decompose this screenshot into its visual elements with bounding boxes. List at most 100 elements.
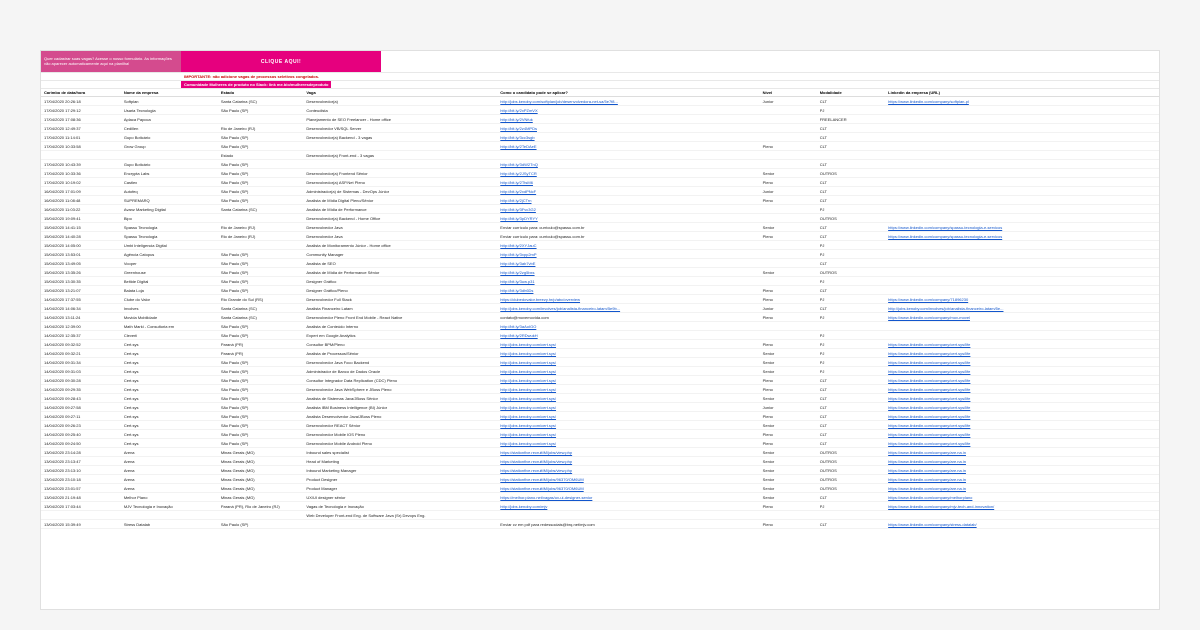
- cell-apply[interactable]: http://jobs.kenoby.com/cert.sys/: [497, 349, 759, 358]
- cell-apply[interactable]: http://jobs.kenoby.com/cert.sys/: [497, 367, 759, 376]
- cell-linkedin[interactable]: https://www.linkedin.com/company/are.na.…: [885, 466, 1159, 475]
- table-row[interactable]: 17/04/2020 11:14:01Gupo BoticárioSão Pau…: [41, 133, 1159, 142]
- cell-apply[interactable]: http://jobs.kenoby.com/cert.sys/: [497, 340, 759, 349]
- table-row[interactable]: 15/04/2020 13:30:35Beltide DigitalSão Pa…: [41, 277, 1159, 286]
- cell-apply[interactable]: http://jobs.kenoby.com/softplan/job/dese…: [497, 97, 759, 106]
- table-row[interactable]: 15/04/2020 13:35:26GreenhouseSão Paulo (…: [41, 268, 1159, 277]
- cell-linkedin[interactable]: https://www.linkedin.com/company/cert.sy…: [885, 403, 1159, 412]
- cell-linkedin[interactable]: https://www.linkedin.com/company/spassu-…: [885, 232, 1159, 241]
- table-row[interactable]: 14/04/2020 14:06:34InvolvesSanta Catarin…: [41, 304, 1159, 313]
- cell-apply[interactable]: http://bit.ly/2JSyTCR: [497, 169, 759, 178]
- table-row[interactable]: 14/04/2020 09:31:03Cert.sysSão Paulo (SP…: [41, 367, 1159, 376]
- banner-cta-button[interactable]: CLIQUE AQUI!: [181, 51, 381, 72]
- cell-linkedin[interactable]: https://www.linkedin.com/company/are.na.…: [885, 484, 1159, 493]
- table-row[interactable]: EstadoDesenvolvedor(a) Front-end - 3 vag…: [41, 151, 1159, 160]
- cell-apply[interactable]: http://jobs.kenoby.com/mjv: [497, 502, 759, 511]
- cell-linkedin[interactable]: https://www.linkedin.com/company/softpla…: [885, 97, 1159, 106]
- table-row[interactable]: 13/04/2020 21:19:48Melhor PlanoMinas Ger…: [41, 493, 1159, 502]
- table-row[interactable]: 16/04/2020 11:08:48SUPREMARQSão Paulo (S…: [41, 196, 1159, 205]
- cell-apply[interactable]: http://bit.ly/2TeDAeE: [497, 142, 759, 151]
- col-modality[interactable]: Modalidade: [817, 89, 885, 97]
- cell-apply[interactable]: http://jobs.kenoby.com/cert.sys/: [497, 403, 759, 412]
- table-row[interactable]: 15/04/2020 13:49:05VooperSão Paulo (SP)A…: [41, 259, 1159, 268]
- cell-linkedin[interactable]: https://www.linkedin.com/company/melhorp…: [885, 493, 1159, 502]
- table-row[interactable]: 15/04/2020 14:40:28Spassu TecnologiaRio …: [41, 232, 1159, 241]
- cell-apply[interactable]: http://jobs.kenoby.com/cert.sys/: [497, 421, 759, 430]
- cell-apply[interactable]: http://jobs.kenoby.com/cert.sys/: [497, 412, 759, 421]
- cell-apply[interactable]: http://bit.ly/2xdPNcF: [497, 187, 759, 196]
- table-row[interactable]: 13/04/2020 23:10:18ArenaMinas Gerais (MG…: [41, 475, 1159, 484]
- table-row[interactable]: 14/04/2020 09:30:28Cert.sysSão Paulo (SP…: [41, 376, 1159, 385]
- table-row[interactable]: 17/04/2020 10:33:36Encrypta LabsSão Paul…: [41, 169, 1159, 178]
- cell-linkedin[interactable]: https://www.linkedin.com/company/cert.sy…: [885, 421, 1159, 430]
- cell-apply[interactable]: http://bit.ly/2XYJauC: [497, 241, 759, 250]
- cell-apply[interactable]: http://bit.ly/2TtsM6: [497, 178, 759, 187]
- table-row[interactable]: Web Developer Front-end Eng. de Software…: [41, 511, 1159, 520]
- cell-linkedin[interactable]: https://www.linkedin.com/company/cert.sy…: [885, 394, 1159, 403]
- cell-apply[interactable]: https://stationfive.recruitIM/jobs/view.…: [497, 466, 759, 475]
- cell-apply[interactable]: http://bit.ly/2zg5bxs: [497, 268, 759, 277]
- table-row[interactable]: 14/04/2020 09:26:23Cert.sysSão Paulo (SP…: [41, 421, 1159, 430]
- table-row[interactable]: 14/04/2020 17:37:55Clube do ValorRio Gra…: [41, 295, 1159, 304]
- cell-apply[interactable]: https://stationfive.recruitIM/jobs/view.…: [497, 457, 759, 466]
- cell-apply[interactable]: http://bit.ly/2RDwukH: [497, 331, 759, 340]
- col-level[interactable]: Nível: [760, 89, 817, 97]
- table-row[interactable]: 13/04/2020 23:14:28ArenaMinas Gerais (MG…: [41, 448, 1159, 457]
- table-row[interactable]: 14/04/2020 13:11:24Movida MobilidadeSant…: [41, 313, 1159, 322]
- table-row[interactable]: 17/04/2020 20:26:18SoftplanSanta Catarin…: [41, 97, 1159, 106]
- table-row[interactable]: 15/04/2020 13:21:07Balata LojaSão Paulo …: [41, 286, 1159, 295]
- cell-apply[interactable]: http://jobs.kenoby.com/cert.sys/: [497, 385, 759, 394]
- table-row[interactable]: 14/04/2020 09:31:34Cert.sysSão Paulo (SP…: [41, 358, 1159, 367]
- cell-apply[interactable]: http://bit.ly/3dh6Ds: [497, 286, 759, 295]
- table-row[interactable]: 14/04/2020 12:39:00Math Marki - Consulto…: [41, 322, 1159, 331]
- table-row[interactable]: 16/04/2020 11:03:22Avanz Marketing Digit…: [41, 205, 1159, 214]
- cell-linkedin[interactable]: https://www.linkedin.com/company/spassu-…: [885, 223, 1159, 232]
- table-row[interactable]: 14/04/2020 09:32:52Cert.sysParaná (PR)Co…: [41, 340, 1159, 349]
- table-row[interactable]: 15/04/2020 14:05:00Umbi Inteligencia Dig…: [41, 241, 1159, 250]
- cell-linkedin[interactable]: https://www.linkedin.com/company/are.na.…: [885, 457, 1159, 466]
- cell-linkedin[interactable]: https://www.linkedin.com/company/cert.sy…: [885, 340, 1159, 349]
- cell-apply[interactable]: http://bit.ly/3uw.p31: [497, 277, 759, 286]
- cell-linkedin[interactable]: https://www.linkedin.com/company/cert.sy…: [885, 358, 1159, 367]
- cell-apply[interactable]: http://bit.ly/3pDYRYY: [497, 214, 759, 223]
- table-row[interactable]: 17/04/2020 10:33:58Grow GroupSão Paulo (…: [41, 142, 1159, 151]
- cell-apply[interactable]: http://bit.ly/3xpp2mP: [497, 250, 759, 259]
- table-row[interactable]: 15/04/2020 14:41:15Spassu TecnologiaRio …: [41, 223, 1159, 232]
- cell-apply[interactable]: http://bit.ly/2VNfuk: [497, 115, 759, 124]
- cell-apply[interactable]: http://jobs.kenoby.com/cert.sys/: [497, 394, 759, 403]
- table-row[interactable]: 15/04/2020 19:09:41BipoDesenvolvedor(a) …: [41, 214, 1159, 223]
- col-role[interactable]: Vaga: [303, 89, 497, 97]
- cell-linkedin[interactable]: https://www.linkedin.com/company/cert.sy…: [885, 349, 1159, 358]
- table-row[interactable]: 13/04/2020 23:13:10ArenaMinas Gerais (MG…: [41, 466, 1159, 475]
- table-row[interactable]: 17/04/2020 17:29:12Usaria TecnologiaSão …: [41, 106, 1159, 115]
- table-row[interactable]: 13/04/2020 23:01:57ArenaMinas Gerais (MG…: [41, 484, 1159, 493]
- table-row[interactable]: 15/04/2020 13:53:01Agência CatopusSão Pa…: [41, 250, 1159, 259]
- community-text[interactable]: Comunidade Mulheres de produto no Slack:…: [181, 81, 331, 88]
- cell-linkedin[interactable]: https://www.linkedin.com/company/cert.sy…: [885, 430, 1159, 439]
- table-row[interactable]: 13/04/2020 15:39:49Stress DatalabSão Pau…: [41, 520, 1159, 529]
- cell-apply[interactable]: http://bit.ly/2z4MPDs: [497, 124, 759, 133]
- table-row[interactable]: 17/04/2020 17:08:36Aplaca PapocaPlanejam…: [41, 115, 1159, 124]
- cell-linkedin[interactable]: https://www.linkedin.com/company/cert.sy…: [885, 439, 1159, 448]
- cell-apply[interactable]: https://stationfive.recruitIM/jobs/96370…: [497, 475, 759, 484]
- cell-linkedin[interactable]: https://www.linkedin.com/company/cert.sy…: [885, 385, 1159, 394]
- cell-linkedin[interactable]: https://www.linkedin.com/company/stress-…: [885, 520, 1159, 529]
- table-row[interactable]: 17/04/2020 10:19:02CastlexSão Paulo (SP)…: [41, 178, 1159, 187]
- cell-apply[interactable]: http://jobs.kenoby.com/cert.sys/: [497, 430, 759, 439]
- cell-apply[interactable]: http://bit.ly/3Fvc3G2: [497, 205, 759, 214]
- cell-apply[interactable]: http://bit.ly/2jCTrn: [497, 196, 759, 205]
- col-company[interactable]: Nome da empresa: [121, 89, 218, 97]
- cell-apply[interactable]: http://bit.ly/2xPZmVX: [497, 106, 759, 115]
- cell-linkedin[interactable]: https://www.linkedin.com/company/cert.sy…: [885, 367, 1159, 376]
- table-row[interactable]: 14/04/2020 09:28:43Cert.sysSão Paulo (SP…: [41, 394, 1159, 403]
- cell-linkedin[interactable]: https://www.linkedin.com/company/are.na.…: [885, 448, 1159, 457]
- cell-linkedin[interactable]: https://www.linkedin.com/company/cert.sy…: [885, 376, 1159, 385]
- table-row[interactable]: 17/04/2020 10:43:39Gupo BoticárioSão Pau…: [41, 160, 1159, 169]
- cell-apply[interactable]: http://jobs.kenoby.com/cert.sys/: [497, 358, 759, 367]
- cell-apply[interactable]: https://stationfive.recruitIM/jobs/view.…: [497, 448, 759, 457]
- cell-apply[interactable]: http://bit.ly/3cc3sgb: [497, 133, 759, 142]
- cell-linkedin[interactable]: https://www.linkedin.com/company/mov-mov…: [885, 313, 1159, 322]
- table-row[interactable]: 14/04/2020 09:32:21Cert.sysParaná (PR)An…: [41, 349, 1159, 358]
- cell-apply[interactable]: http://jobs.kenoby.com/involves/job/anal…: [497, 304, 759, 313]
- col-state[interactable]: Estado: [218, 89, 304, 97]
